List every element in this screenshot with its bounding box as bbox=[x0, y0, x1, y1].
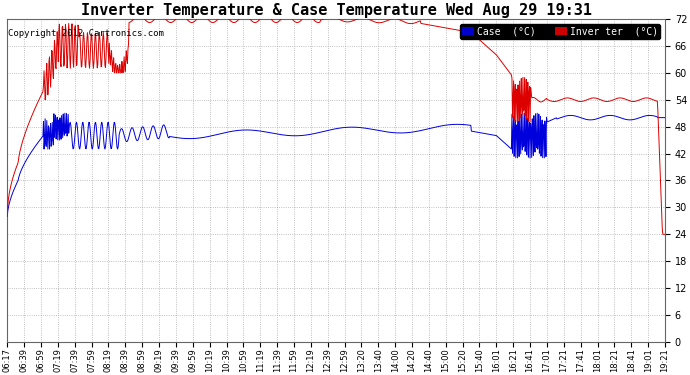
Text: Copyright 2012 Cartronics.com: Copyright 2012 Cartronics.com bbox=[8, 28, 164, 38]
Title: Inverter Temperature & Case Temperature Wed Aug 29 19:31: Inverter Temperature & Case Temperature … bbox=[81, 3, 591, 18]
Legend: Case  (°C), Inver ter  (°C): Case (°C), Inver ter (°C) bbox=[460, 24, 660, 39]
